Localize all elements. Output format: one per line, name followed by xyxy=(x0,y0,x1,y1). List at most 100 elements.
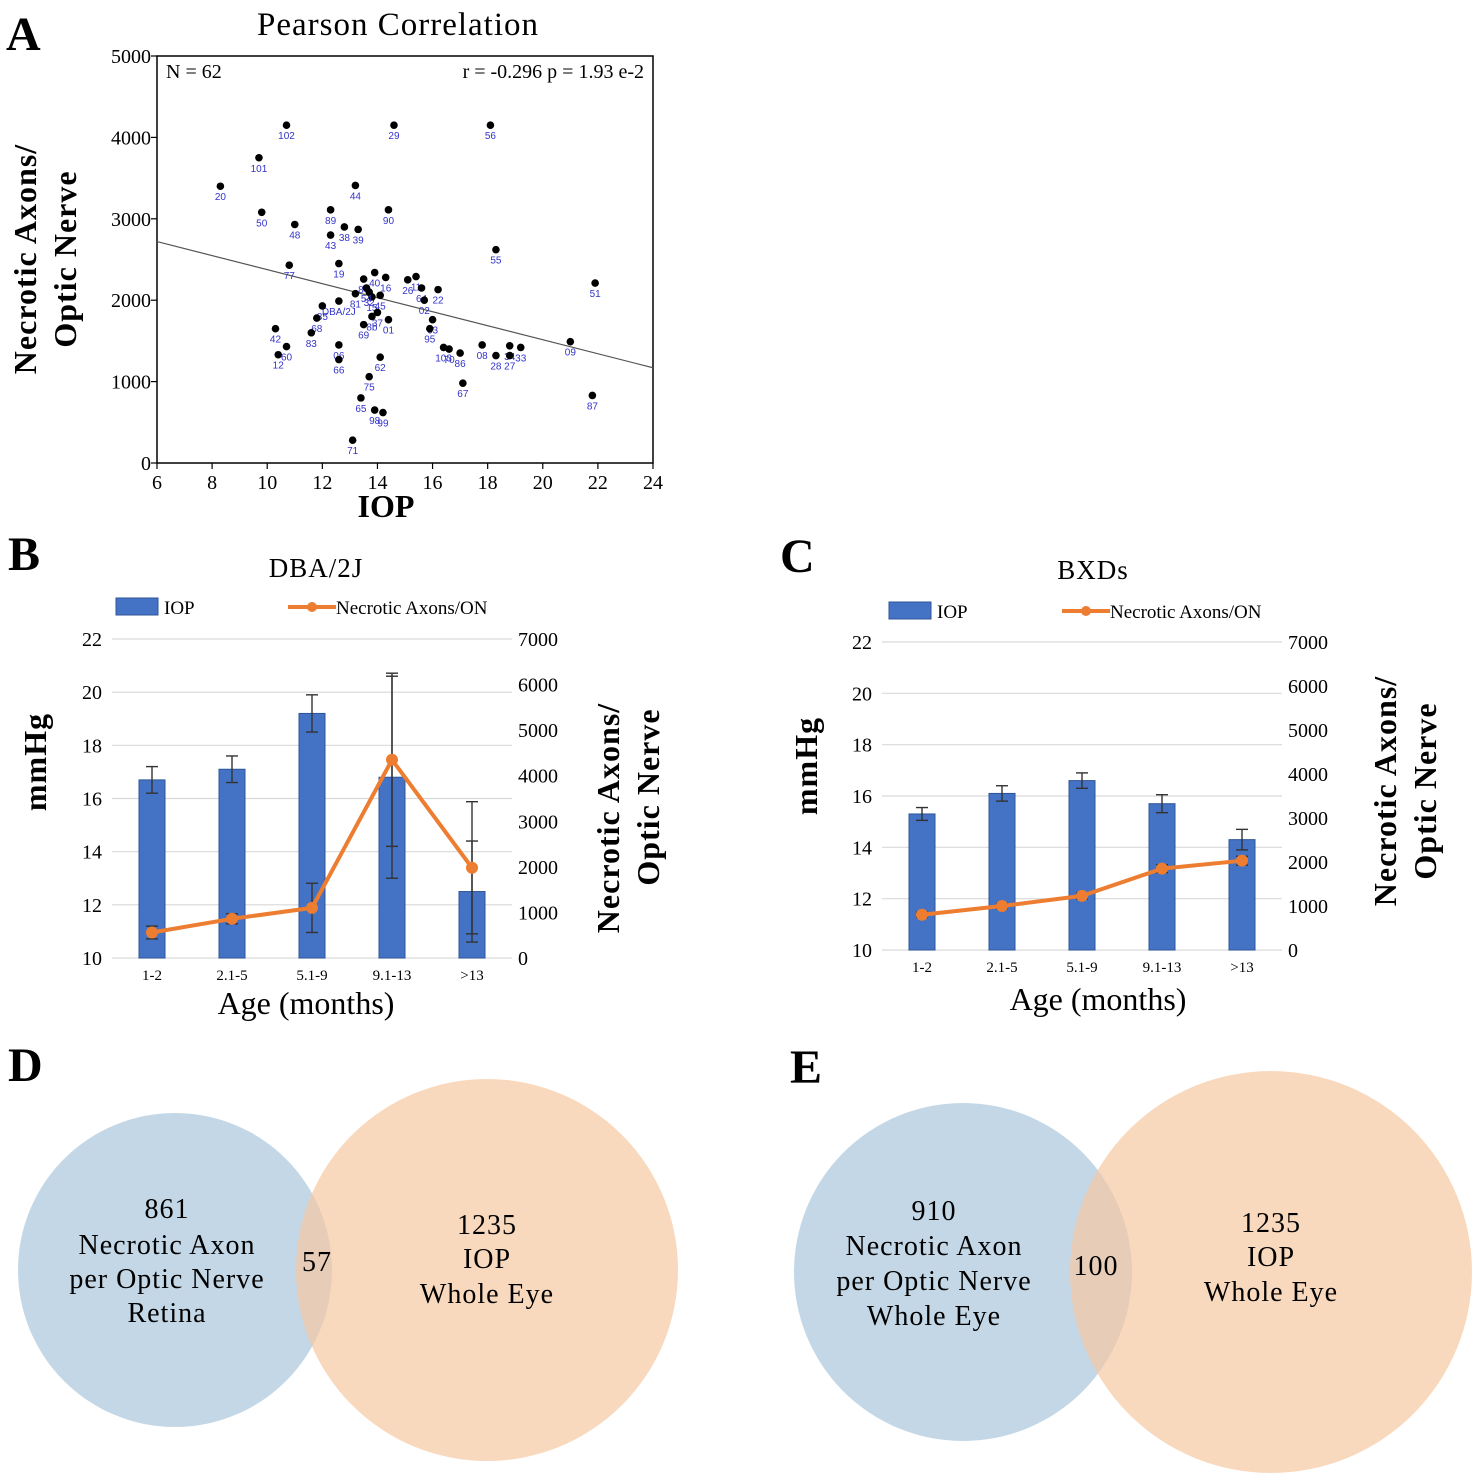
chart-a-point xyxy=(318,302,327,310)
chart-b-y-tick-label: 20 xyxy=(82,682,102,704)
chart-c-y-tick-label: 22 xyxy=(852,632,872,654)
chart-a-point xyxy=(591,279,599,287)
chart-b-y2-tick-label: 1000 xyxy=(518,902,558,924)
chart-a-point xyxy=(354,225,362,234)
chart-a-point xyxy=(348,436,357,445)
chart-a-point-label: 54 xyxy=(361,294,373,305)
chart-c-y-tick-label: 20 xyxy=(852,683,872,705)
chart-a-point-label: 11 xyxy=(411,283,422,294)
venn-d-overlap-count: 57 xyxy=(302,1247,332,1278)
venn-d-left-count: 861 xyxy=(145,1194,190,1225)
chart-b-y2-label-line1: Necrotic Axons/ xyxy=(590,703,626,933)
venn-d-left-line3: Retina xyxy=(127,1298,206,1329)
chart-a-point-label: 98 xyxy=(369,416,381,427)
chart-c-y-tick-label: 18 xyxy=(852,735,872,757)
venn-e-left-line3: Whole Eye xyxy=(867,1301,1001,1332)
chart-a-point xyxy=(566,337,575,346)
chart-a-point-label: 70 xyxy=(444,355,456,366)
chart-c-x-axis: 1-2 2.1-5 5.1-9 9.1-13 >13 xyxy=(912,960,1254,976)
chart-a-point-label: 67 xyxy=(457,389,469,400)
chart-a-y-axis: 0 1000 2000 3000 4000 5000 xyxy=(111,46,157,475)
chart-c-legend-bar-label: IOP xyxy=(937,602,968,623)
chart-c-bar xyxy=(1068,780,1096,951)
chart-a-point xyxy=(285,261,294,269)
chart-a-plot-frame xyxy=(156,55,654,464)
chart-a-point xyxy=(445,345,453,353)
venn-d-right-circle xyxy=(296,1079,678,1461)
venn-e-overlap-count: 100 xyxy=(1074,1251,1119,1282)
chart-a-point-label: 29 xyxy=(388,131,400,142)
chart-a-x-label: IOP xyxy=(358,488,415,524)
chart-a-point xyxy=(417,284,426,292)
chart-c-x-label: Age (months) xyxy=(1010,981,1187,1017)
chart-a-point xyxy=(340,223,349,231)
chart-b-line-point xyxy=(226,912,238,925)
chart-c-bars xyxy=(908,780,1256,951)
chart-c-y2-tick-label: 4000 xyxy=(1288,764,1328,786)
chart-a-point-label: 40 xyxy=(369,279,381,290)
chart-c-bar xyxy=(988,792,1016,951)
chart-c-legend-line-marker xyxy=(1081,606,1091,616)
panel-d: D 861 Necrotic Axon per Optic Nerve Reti… xyxy=(8,1039,678,1461)
chart-a-point xyxy=(359,320,368,329)
chart-a-x-tick-label: 20 xyxy=(533,472,553,494)
chart-a-point-label: 60 xyxy=(281,353,293,364)
venn-e-left-count: 910 xyxy=(912,1196,957,1227)
chart-b-legend-line-label: Necrotic Axons/ON xyxy=(336,598,488,619)
chart-a-point xyxy=(516,343,525,352)
chart-c-y2-axis: 0 1000 2000 3000 4000 5000 6000 7000 xyxy=(1288,632,1328,962)
venn-e-left-line2: per Optic Nerve xyxy=(836,1266,1031,1297)
chart-a-point-label: 85 xyxy=(317,312,329,323)
chart-a-point-label: 16 xyxy=(380,283,392,294)
chart-a-point xyxy=(420,296,429,305)
chart-a-point-label: 32 xyxy=(364,298,376,309)
chart-a-point-label: 68 xyxy=(311,324,323,335)
chart-b-x-tick-label: 2.1-5 xyxy=(216,968,247,984)
venn-e-right-line2: Whole Eye xyxy=(1204,1277,1338,1308)
chart-a-point xyxy=(370,406,379,414)
chart-c-legend-line-label: Necrotic Axons/ON xyxy=(1110,602,1262,623)
chart-a-point-label: 08 xyxy=(477,351,489,362)
chart-a-stats-text: r = -0.296 p = 1.93 e-2 xyxy=(463,61,644,83)
chart-c-y-tick-label: 12 xyxy=(852,889,872,911)
chart-a-point xyxy=(384,315,393,324)
chart-a-point xyxy=(326,206,335,214)
panel-d-label: D xyxy=(8,1039,43,1092)
chart-c-x-tick-label: 1-2 xyxy=(912,960,932,976)
chart-b-x-label: Age (months) xyxy=(218,985,395,1021)
chart-a-point-label: 77 xyxy=(284,271,296,282)
venn-e-right-circle xyxy=(1070,1071,1472,1473)
chart-b-y-label: mmHg xyxy=(17,713,53,811)
chart-b-y-tick-label: 10 xyxy=(82,948,102,970)
panel-a: A Pearson Correlation N = 62 r = -0.296 … xyxy=(6,7,663,524)
chart-b-x-tick-label: 1-2 xyxy=(142,968,162,984)
chart-c-bar xyxy=(1148,803,1176,951)
chart-a-point xyxy=(376,291,385,300)
chart-b-bar xyxy=(218,768,246,959)
chart-a-point xyxy=(403,276,412,284)
chart-a-point-label: 102 xyxy=(278,131,295,142)
chart-a-x-axis: 6 8 10 12 14 16 18 20 22 24 xyxy=(152,463,663,494)
chart-b-y2-tick-label: 3000 xyxy=(518,811,558,833)
chart-a-point-label: 103 xyxy=(435,353,452,364)
chart-a-x-tick-label: 14 xyxy=(367,472,387,494)
venn-e-left-line1: Necrotic Axon xyxy=(845,1231,1022,1262)
chart-a-point xyxy=(216,182,225,191)
chart-c-y-tick-label: 16 xyxy=(852,786,872,808)
chart-a-x-tick-label: 18 xyxy=(478,472,498,494)
chart-b-line-series xyxy=(146,672,478,940)
chart-a-point-label: 65 xyxy=(355,404,367,415)
chart-a-point-label: 66 xyxy=(333,366,345,377)
chart-a-point-label: 50 xyxy=(256,218,268,229)
chart-b-x-axis: 1-2 2.1-5 5.1-9 9.1-13 >13 xyxy=(142,968,484,984)
chart-c-y2-label-line2: Optic Nerve xyxy=(1407,702,1443,879)
chart-b-line-point xyxy=(386,753,398,766)
chart-b-y2-tick-label: 7000 xyxy=(518,629,558,651)
chart-a-point-label: 69 xyxy=(358,331,370,342)
chart-a-point xyxy=(390,121,398,129)
chart-b-y-tick-label: 14 xyxy=(82,842,102,864)
chart-a-point-label: 12 xyxy=(273,361,285,372)
venn-d-right-count: 1235 xyxy=(457,1210,517,1241)
chart-a-regression-line xyxy=(156,241,654,369)
chart-a-point xyxy=(505,341,514,350)
